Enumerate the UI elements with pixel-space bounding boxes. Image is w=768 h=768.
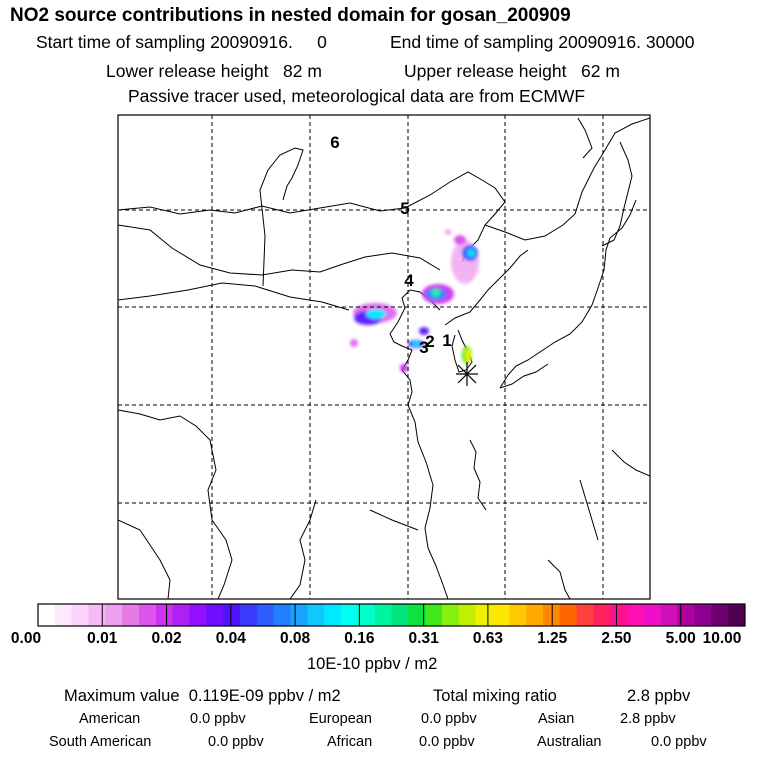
colorbar-swatch <box>526 604 544 626</box>
colorbar-tick-label: 2.50 <box>601 630 632 647</box>
colorbar-swatch <box>307 604 325 626</box>
colorbar-swatch <box>694 604 712 626</box>
region-name-european: European <box>309 711 372 727</box>
colorbar-swatch <box>88 604 106 626</box>
colorbar-tick-label: 0.16 <box>344 630 375 647</box>
tracer-note: Passive tracer used, meteorological data… <box>128 86 586 106</box>
colorbar <box>37 603 746 627</box>
colorbar-swatch <box>408 604 426 626</box>
coastlines <box>118 117 650 599</box>
colorbar-swatch <box>273 604 291 626</box>
colorbar-swatch <box>324 604 342 626</box>
colorbar-tick-label: 0.63 <box>472 630 503 647</box>
colorbar-swatch <box>357 604 376 626</box>
colorbar-swatch <box>54 604 73 626</box>
colorbar-swatch <box>492 604 510 626</box>
colorbar-swatch <box>71 604 89 626</box>
map-frame <box>117 114 651 600</box>
colorbar-tick-label: 5.00 <box>665 630 696 647</box>
colorbar-swatch <box>240 604 258 626</box>
colorbar-swatch <box>509 604 527 626</box>
region-name-african: African <box>327 734 373 750</box>
colorbar-swatch <box>425 604 443 626</box>
maximum-value: Maximum value 0.119E-09 ppbv / m2 <box>64 687 341 705</box>
colorbar-tick-label: 0.00 <box>10 630 42 647</box>
region-name-asian: Asian <box>538 711 575 727</box>
colorbar-swatch <box>206 604 224 626</box>
colorbar-swatch <box>374 604 392 626</box>
region-value-australian: 0.0 ppbv <box>651 734 707 750</box>
colorbar-swatch <box>644 604 662 626</box>
concentration-plume <box>350 229 479 372</box>
colorbar-swatch <box>576 604 594 626</box>
colorbar-swatch <box>610 604 628 626</box>
region-value-south-american: 0.0 ppbv <box>208 734 264 750</box>
colorbar-swatch <box>38 604 56 626</box>
colorbar-swatch <box>122 604 140 626</box>
region-name-australian: Australian <box>537 734 602 750</box>
colorbar-tick-label: 1.25 <box>537 630 568 647</box>
region-label-4: 4 <box>404 271 414 290</box>
start-time: Start time of sampling 20090916. 0 <box>36 32 327 52</box>
total-mixing-ratio-label: Total mixing ratio <box>433 687 557 705</box>
colorbar-swatch <box>223 604 241 626</box>
colorbar-tick-label: 0.31 <box>408 630 439 647</box>
colorbar-swatch <box>139 604 157 626</box>
colorbar-swatch <box>172 604 190 626</box>
region-value-african: 0.0 ppbv <box>419 734 475 750</box>
colorbar-tick-label: 0.01 <box>87 630 118 647</box>
upper-release-height: Upper release height 62 m <box>404 61 620 81</box>
colorbar-swatch <box>189 604 207 626</box>
region-label-5: 5 <box>400 199 409 218</box>
colorbar-swatch <box>290 604 308 626</box>
colorbar-unit: 10E-10 ppbv / m2 <box>307 655 438 673</box>
colorbar-swatch <box>627 604 645 626</box>
colorbar-swatch <box>677 604 695 626</box>
colorbar-tick-label: 0.02 <box>151 630 182 647</box>
colorbar-tick-label: 0.04 <box>215 630 246 647</box>
plot-title: NO2 source contributions in nested domai… <box>10 5 571 26</box>
lat-lon-grid <box>118 115 650 599</box>
colorbar-swatch <box>728 604 746 626</box>
colorbar-swatch <box>341 604 359 626</box>
receptor-star-icon <box>456 362 478 386</box>
region-label-6: 6 <box>330 133 339 152</box>
colorbar-frame <box>37 603 746 627</box>
colorbar-swatch <box>559 604 578 626</box>
colorbar-swatch <box>458 604 477 626</box>
region-value-american: 0.0 ppbv <box>190 711 246 727</box>
colorbar-swatch <box>543 604 561 626</box>
colorbar-swatch <box>105 604 123 626</box>
region-name-south-american: South American <box>49 734 152 750</box>
colorbar-tick-label: 10.00 <box>702 630 742 647</box>
colorbar-swatch <box>442 604 460 626</box>
region-value-asian: 2.8 ppbv <box>620 711 676 727</box>
region-label-3: 3 <box>419 338 428 357</box>
colorbar-swatch <box>593 604 611 626</box>
end-time: End time of sampling 20090916. 30000 <box>390 32 695 52</box>
colorbar-swatch <box>711 604 729 626</box>
colorbar-swatch <box>155 604 174 626</box>
region-value-european: 0.0 ppbv <box>421 711 477 727</box>
colorbar-swatch <box>391 604 409 626</box>
colorbar-tick-label: 0.08 <box>279 630 311 647</box>
colorbar-swatch <box>475 604 493 626</box>
lower-release-height: Lower release height 82 m <box>106 61 322 81</box>
region-label-1: 1 <box>442 331 451 350</box>
colorbar-swatch <box>660 604 679 626</box>
total-mixing-ratio-value: 2.8 ppbv <box>627 687 691 705</box>
colorbar-swatch <box>256 604 275 626</box>
region-label-2: 2 <box>425 332 434 351</box>
region-name-american: American <box>79 711 141 727</box>
